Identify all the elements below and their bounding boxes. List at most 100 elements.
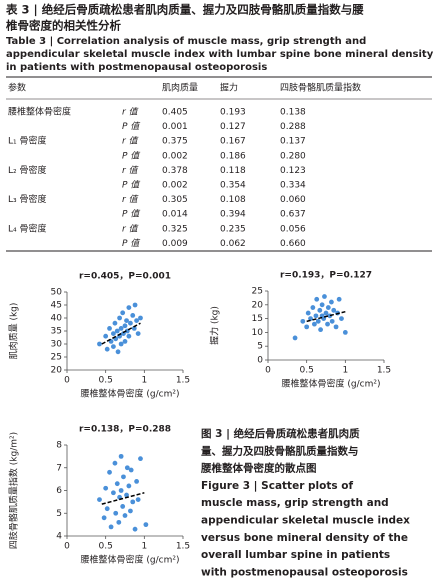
x-tick-label: 1.5 bbox=[377, 366, 391, 376]
x-tick-label: 0 bbox=[64, 542, 70, 552]
point bbox=[112, 460, 118, 466]
cell: 0.305 bbox=[162, 195, 188, 205]
point bbox=[135, 497, 141, 502]
row-stat: P 值 bbox=[122, 238, 141, 249]
column-header: 参数 bbox=[8, 82, 26, 94]
cell: 0.137 bbox=[280, 137, 306, 147]
y-tick-label: 0 bbox=[257, 356, 263, 366]
x-axis-label: 腰椎整体骨密度 (g/cm²) bbox=[81, 388, 180, 400]
point bbox=[112, 320, 118, 326]
point bbox=[111, 344, 116, 349]
point bbox=[118, 341, 124, 347]
y-tick-label: 10 bbox=[252, 328, 264, 338]
point bbox=[101, 515, 107, 521]
point bbox=[308, 316, 313, 321]
y-tick-label: 25 bbox=[51, 353, 62, 363]
point bbox=[310, 305, 316, 310]
point bbox=[329, 318, 335, 324]
point bbox=[339, 316, 344, 321]
point bbox=[304, 324, 310, 330]
point bbox=[121, 474, 126, 480]
point bbox=[319, 302, 325, 308]
point bbox=[114, 481, 120, 487]
point bbox=[130, 313, 136, 318]
y-tick-label: 6 bbox=[56, 486, 62, 496]
cell: 0.167 bbox=[220, 137, 246, 147]
figure-caption: appendicular skeletal muscle index bbox=[201, 515, 410, 527]
x-axis-label: 腰椎整体骨密度 (g/cm²) bbox=[282, 378, 381, 390]
x-tick-label: 1.5 bbox=[176, 542, 190, 552]
row-stat: P 值 bbox=[122, 121, 141, 132]
point bbox=[331, 307, 337, 313]
fit-line bbox=[101, 322, 141, 345]
point bbox=[118, 326, 124, 331]
row-stat: r 值 bbox=[122, 136, 140, 147]
row-stat: P 值 bbox=[122, 209, 141, 220]
point bbox=[122, 323, 128, 329]
point bbox=[120, 310, 126, 316]
point bbox=[325, 321, 330, 327]
y-axis-label: 肌肉质量 (kg) bbox=[8, 303, 20, 360]
point bbox=[336, 296, 342, 302]
cell: 0.009 bbox=[162, 239, 188, 249]
point bbox=[113, 510, 119, 516]
column-header: 四肢骨骼肌质量指数 bbox=[280, 82, 361, 94]
x-tick-label: 0.5 bbox=[99, 542, 113, 552]
figure-caption: overall lumbar spine in patients bbox=[201, 549, 390, 561]
cell: 0.637 bbox=[280, 210, 306, 220]
cell: 0.127 bbox=[220, 122, 246, 132]
cell: 0.660 bbox=[280, 239, 306, 249]
table-title-en: in patients with postmenopausal osteopor… bbox=[6, 62, 267, 73]
point bbox=[126, 333, 132, 339]
table-title-en: Table 3 | Correlation analysis of muscle… bbox=[6, 36, 366, 47]
figure-caption: Figure 3 | Scatter plots of bbox=[201, 480, 354, 492]
figure-caption: muscle mass, grip strength and bbox=[201, 497, 389, 509]
point bbox=[104, 506, 110, 512]
fit-line bbox=[306, 310, 346, 323]
point bbox=[124, 465, 130, 471]
x-tick-label: 0 bbox=[64, 376, 70, 386]
x-tick-label: 0 bbox=[265, 366, 271, 376]
annotation: r=0.405，P=0.001 bbox=[79, 272, 171, 282]
point bbox=[107, 326, 112, 331]
x-tick-label: 0.5 bbox=[300, 366, 314, 376]
point bbox=[130, 499, 136, 505]
point bbox=[97, 497, 102, 502]
point bbox=[317, 307, 323, 313]
point bbox=[120, 504, 126, 509]
point bbox=[104, 346, 110, 352]
y-tick-label: 20 bbox=[51, 366, 63, 376]
y-tick-label: 30 bbox=[51, 340, 63, 350]
y-axis-label: 握力 (kg) bbox=[209, 306, 221, 345]
cell: 0.001 bbox=[162, 122, 188, 132]
cell: 0.108 bbox=[220, 195, 246, 205]
row-label: 腰椎整体骨密度 bbox=[8, 106, 71, 118]
row-label: L₁ 骨密度 bbox=[8, 135, 46, 147]
point bbox=[300, 318, 306, 324]
point bbox=[117, 315, 122, 321]
point bbox=[118, 453, 124, 459]
point bbox=[122, 339, 128, 344]
point bbox=[305, 310, 311, 316]
point bbox=[122, 513, 128, 518]
row-stat: r 值 bbox=[122, 107, 140, 118]
point bbox=[108, 524, 114, 530]
x-tick-label: 0.5 bbox=[99, 376, 113, 386]
cell: 0.405 bbox=[162, 108, 188, 118]
point bbox=[103, 333, 109, 339]
cell: 0.138 bbox=[280, 108, 306, 118]
point bbox=[134, 318, 140, 323]
x-tick-label: 1 bbox=[141, 376, 147, 386]
cell: 0.334 bbox=[280, 181, 306, 191]
point bbox=[135, 331, 141, 336]
point bbox=[329, 299, 334, 305]
point bbox=[124, 318, 129, 323]
point bbox=[323, 310, 329, 316]
cell: 0.235 bbox=[220, 224, 246, 234]
cell: 0.123 bbox=[280, 166, 306, 176]
cell: 0.288 bbox=[280, 122, 306, 132]
y-tick-label: 7 bbox=[56, 463, 62, 473]
point bbox=[116, 519, 122, 525]
figure-caption: 量、握力及四肢骨骼肌质量指数与 bbox=[201, 444, 359, 457]
